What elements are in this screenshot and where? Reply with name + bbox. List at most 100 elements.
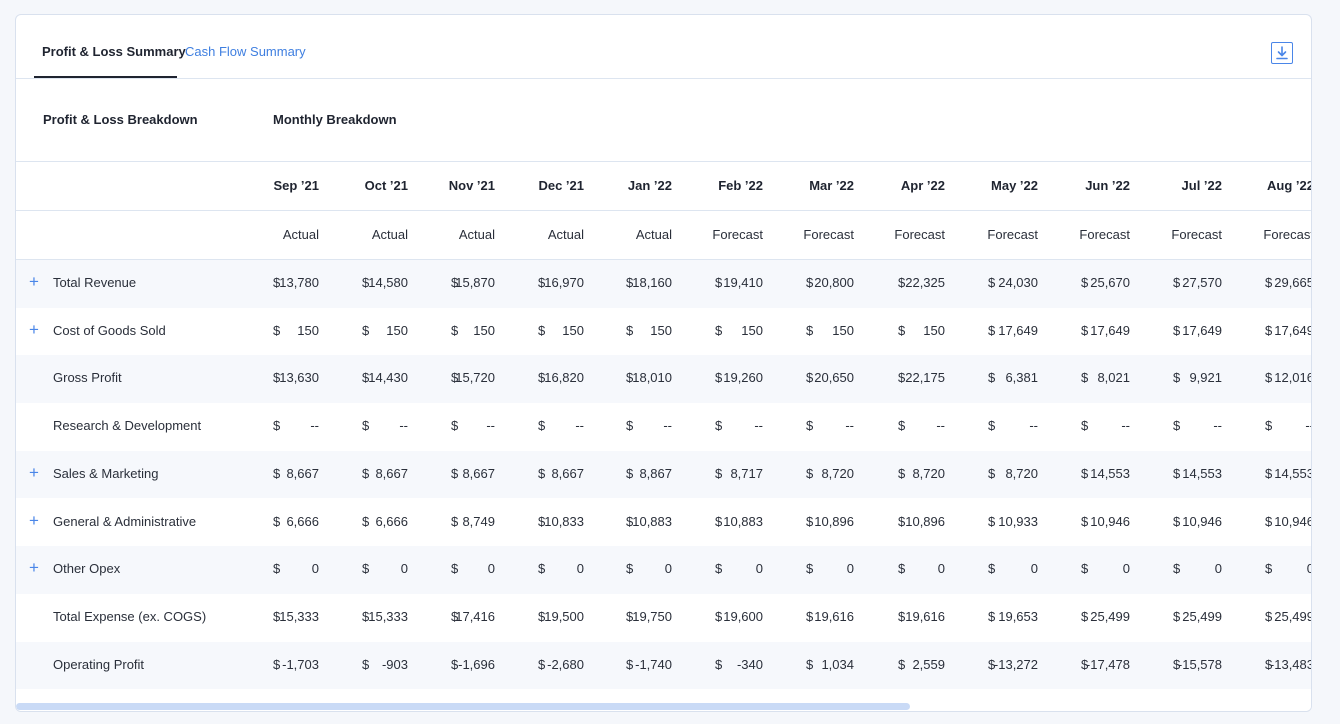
row-label: Total Revenue — [53, 275, 137, 290]
table-cell: $ -- — [626, 418, 672, 434]
currency-symbol: $ — [362, 370, 370, 386]
currency-symbol: $ — [1265, 608, 1273, 624]
value-type-header: Forecast — [1263, 227, 1311, 242]
currency-symbol: $ — [715, 513, 723, 529]
table-cell: $16,970 — [538, 275, 584, 291]
table-row: +Other Opex$0$0$0$0$0$0$0$0$0$0$0$0 — [16, 546, 1311, 594]
table-cell: $150 — [451, 323, 495, 339]
pl-breakdown-table: Sep ’21 Oct ’21 Nov ’21 Dec ’21 Jan ’22 Feb ’… — [16, 162, 1311, 692]
currency-symbol: $ — [1265, 370, 1273, 386]
cell-value: 19,750 — [632, 608, 672, 624]
cell-value: 15,870 — [455, 275, 495, 290]
table-cell: $25,670 — [1081, 275, 1130, 291]
currency-symbol: $ — [898, 322, 906, 338]
value-type-header: Actual — [547, 227, 584, 242]
cell-value: 22,325 — [905, 275, 945, 290]
table-cell: $19,616 — [898, 609, 945, 625]
table-cell: $ -- — [538, 418, 584, 434]
table-cell: $17,649 — [1265, 323, 1311, 339]
table-cell: $ -- — [273, 418, 319, 434]
active-tab-indicator — [34, 76, 177, 78]
currency-symbol: $ — [1081, 370, 1089, 386]
currency-symbol: $ — [451, 561, 459, 577]
cell-value: 14,553 — [1182, 465, 1222, 481]
table-cell: $1,034 — [806, 657, 854, 673]
currency-symbol: $ — [538, 370, 546, 386]
cell-value: 10,883 — [632, 513, 672, 529]
table-cell: $10,946 — [1265, 514, 1311, 530]
tab-profit-loss-summary[interactable]: Profit & Loss Summary — [42, 44, 186, 59]
currency-symbol: $ — [715, 322, 723, 338]
table-row: Operating Profit $ -1,703 $ -903 $ -1,696 $ -2,6… — [16, 641, 1311, 690]
table-cell: $ -- — [451, 418, 495, 434]
currency-symbol: $ — [1173, 656, 1181, 672]
table-cell: $8,867 — [626, 466, 672, 482]
table-cell: $20,800 — [806, 275, 854, 291]
expand-row-icon[interactable]: + — [29, 510, 39, 530]
cell-value: 8,021 — [1097, 370, 1130, 386]
tab-cash-flow-summary[interactable]: Cash Flow Summary — [185, 44, 306, 59]
currency-symbol: $ — [626, 275, 634, 290]
table-cell: $ -2,680 — [538, 657, 584, 673]
currency-symbol: $ — [273, 513, 281, 529]
table-cell: $8,021 — [1081, 370, 1130, 386]
expand-row-icon[interactable]: + — [29, 319, 39, 339]
table-cell: $8,720 — [898, 466, 945, 482]
currency-symbol: $ — [362, 561, 370, 577]
value-type-header: Actual — [635, 227, 672, 242]
value-type-header: Forecast — [987, 227, 1038, 242]
table-cell: $ -13,483 — [1265, 657, 1311, 673]
currency-symbol: $ — [898, 275, 906, 290]
expand-row-icon[interactable]: + — [29, 462, 39, 482]
month-header: Aug ’22 — [1267, 178, 1311, 193]
type-header-row: Actual Actual Actual Actual Actual Forecast Fo… — [16, 211, 1311, 260]
month-header: Jan ’22 — [627, 178, 672, 193]
table-cell: $ -- — [1173, 418, 1222, 434]
cell-value: 13,780 — [279, 275, 319, 290]
currency-symbol: $ — [988, 656, 996, 672]
currency-symbol: $ — [898, 513, 906, 529]
cell-value: 19,600 — [723, 608, 763, 624]
cell-value: 16,970 — [544, 275, 584, 290]
horizontal-scrollbar[interactable] — [16, 703, 1311, 711]
cell-value: 8,720 — [821, 465, 854, 481]
cell-value: 19,616 — [905, 608, 945, 624]
value-type-header: Forecast — [894, 227, 945, 242]
currency-symbol: $ — [1265, 561, 1273, 577]
table-cell: $9,921 — [1173, 370, 1222, 386]
cell-value: 150 — [832, 322, 854, 338]
cell-value: -- — [486, 418, 495, 434]
currency-symbol: $ — [806, 370, 814, 386]
currency-symbol: $ — [538, 513, 546, 529]
table-cell: $20,650 — [806, 370, 854, 386]
expand-row-icon[interactable]: + — [29, 272, 39, 291]
cell-value: 10,933 — [998, 513, 1038, 529]
currency-symbol: $ — [451, 513, 459, 529]
cell-value: 150 — [473, 322, 495, 338]
table-cell: $0 — [988, 561, 1038, 577]
cell-value: 9,921 — [1189, 370, 1222, 386]
cell-value: 17,416 — [455, 608, 495, 624]
month-header: Mar ’22 — [809, 178, 854, 193]
cell-value: -1,696 — [458, 656, 495, 672]
monthly-breakdown-title: Monthly Breakdown — [273, 112, 397, 127]
table-cell: $0 — [1173, 561, 1222, 577]
currency-symbol: $ — [1265, 418, 1273, 434]
table-cell: $150 — [715, 323, 763, 339]
currency-symbol: $ — [362, 322, 370, 338]
cell-value: 2,559 — [912, 656, 945, 672]
expand-row-icon[interactable]: + — [29, 558, 39, 578]
table-cell: $8,667 — [538, 466, 584, 482]
month-header: Feb ’22 — [718, 178, 763, 193]
table-cell: $22,325 — [898, 275, 945, 291]
download-button[interactable] — [1271, 42, 1293, 64]
currency-symbol: $ — [362, 418, 370, 434]
currency-symbol: $ — [988, 370, 996, 386]
cell-value: 10,946 — [1182, 513, 1222, 529]
cell-value: 14,430 — [368, 370, 408, 386]
table-cell: $6,381 — [988, 370, 1038, 386]
table-cell: $12,016 — [1265, 370, 1311, 386]
table-cell: $10,833 — [538, 514, 584, 530]
table-cell: $150 — [806, 323, 854, 339]
scrollbar-thumb[interactable] — [16, 703, 910, 710]
